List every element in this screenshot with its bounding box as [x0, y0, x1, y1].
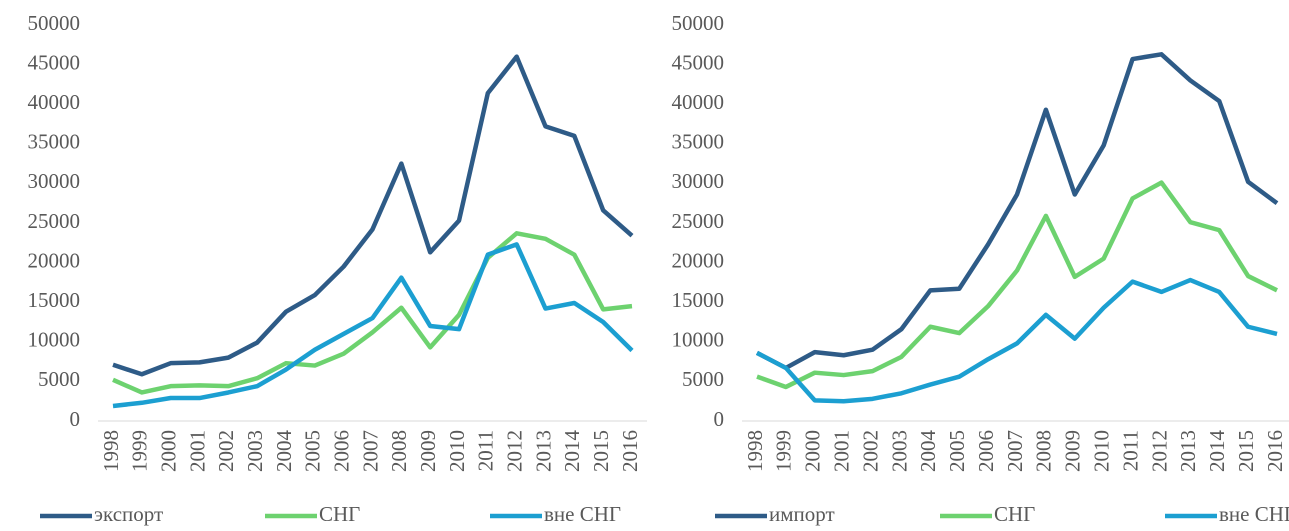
x-tick-label: 2011 — [1118, 430, 1142, 471]
y-tick-label: 40000 — [672, 90, 725, 114]
y-tick-label: 40000 — [28, 90, 81, 114]
y-tick-label: 25000 — [28, 209, 81, 233]
y-tick-label: 15000 — [672, 288, 725, 312]
x-tick-label: 2009 — [416, 430, 440, 472]
chart: 0 5000 10000 15000 20000 25000 30000 35000 40000… — [672, 11, 1289, 526]
y-tick-label: 10000 — [28, 328, 81, 352]
x-tick-label: 2007 — [1003, 430, 1027, 472]
y-tick-label: 15000 — [28, 288, 81, 312]
y-tick-label: 50000 — [28, 11, 81, 35]
line-series — [112, 54, 634, 377]
x-tick-label: 2015 — [1234, 430, 1258, 472]
x-tick-label: 2004 — [272, 430, 296, 473]
line-series — [756, 180, 1278, 390]
y-tick-label: 45000 — [672, 50, 725, 74]
x-tick-label: 2013 — [531, 430, 555, 472]
x-tick-label: 2012 — [1147, 430, 1171, 472]
line-series — [112, 231, 633, 395]
legend-label: СНГ — [994, 502, 1035, 526]
x-tick-label: 2011 — [474, 430, 498, 471]
x-tick-label: 2006 — [329, 430, 353, 472]
y-tick-label: 25000 — [672, 209, 725, 233]
x-tick-label: 2008 — [387, 430, 411, 472]
x-tick-label: 1999 — [128, 430, 152, 472]
x-tick-label: 1998 — [99, 430, 123, 472]
x-tick-label: 1998 — [743, 430, 767, 472]
y-tick-label: 35000 — [672, 130, 725, 154]
x-tick-label: 2003 — [243, 430, 267, 472]
line-series — [755, 277, 1278, 404]
y-tick-label: 35000 — [28, 130, 81, 154]
legend-label: экспорт — [94, 502, 163, 526]
legend-label: СНГ — [319, 502, 360, 526]
x-tick-label: 2005 — [301, 430, 325, 472]
chart: 0 5000 10000 15000 20000 25000 30000 35000 40000… — [28, 11, 647, 526]
x-tick-label: 2000 — [801, 430, 825, 472]
y-tick-label: 30000 — [28, 169, 81, 193]
y-tick-label: 0 — [714, 407, 725, 431]
x-tick-label: 2015 — [589, 430, 613, 472]
x-tick-label: 2010 — [445, 430, 469, 472]
x-tick-label: 2009 — [1061, 430, 1085, 472]
y-tick-label: 0 — [70, 407, 81, 431]
x-tick-label: 2008 — [1032, 430, 1056, 472]
x-tick-label: 2012 — [502, 430, 526, 472]
y-tick-label: 30000 — [672, 169, 725, 193]
legend-label: вне СНГ — [544, 502, 621, 526]
x-tick-label: 2007 — [358, 430, 382, 472]
x-tick-label: 2001 — [829, 430, 853, 472]
y-tick-label: 45000 — [28, 50, 81, 74]
legend-label: импорт — [769, 502, 835, 526]
y-tick-label: 10000 — [672, 328, 725, 352]
y-tick-label: 20000 — [28, 248, 81, 272]
legend-label: вне СНГ — [1219, 502, 1289, 526]
line-series — [755, 52, 1279, 371]
y-tick-label: 5000 — [38, 367, 80, 391]
x-tick-label: 2006 — [974, 430, 998, 472]
x-tick-label: 2014 — [560, 430, 584, 473]
x-tick-label: 2016 — [1263, 430, 1287, 472]
y-tick-label: 20000 — [672, 248, 725, 272]
x-tick-label: 2014 — [1205, 430, 1229, 473]
x-tick-label: 2010 — [1089, 430, 1113, 472]
x-tick-label: 2002 — [214, 430, 238, 472]
x-tick-label: 2005 — [945, 430, 969, 472]
x-tick-label: 2004 — [916, 430, 940, 473]
line-series — [112, 242, 634, 409]
x-tick-label: 2013 — [1176, 430, 1200, 472]
y-tick-label: 5000 — [682, 367, 724, 391]
x-tick-label: 2016 — [618, 430, 642, 472]
x-tick-label: 2002 — [858, 430, 882, 472]
x-tick-label: 2000 — [156, 430, 180, 472]
x-tick-label: 2003 — [887, 430, 911, 472]
y-tick-label: 50000 — [672, 11, 725, 35]
x-tick-label: 1999 — [772, 430, 796, 472]
x-tick-label: 2001 — [185, 430, 209, 472]
